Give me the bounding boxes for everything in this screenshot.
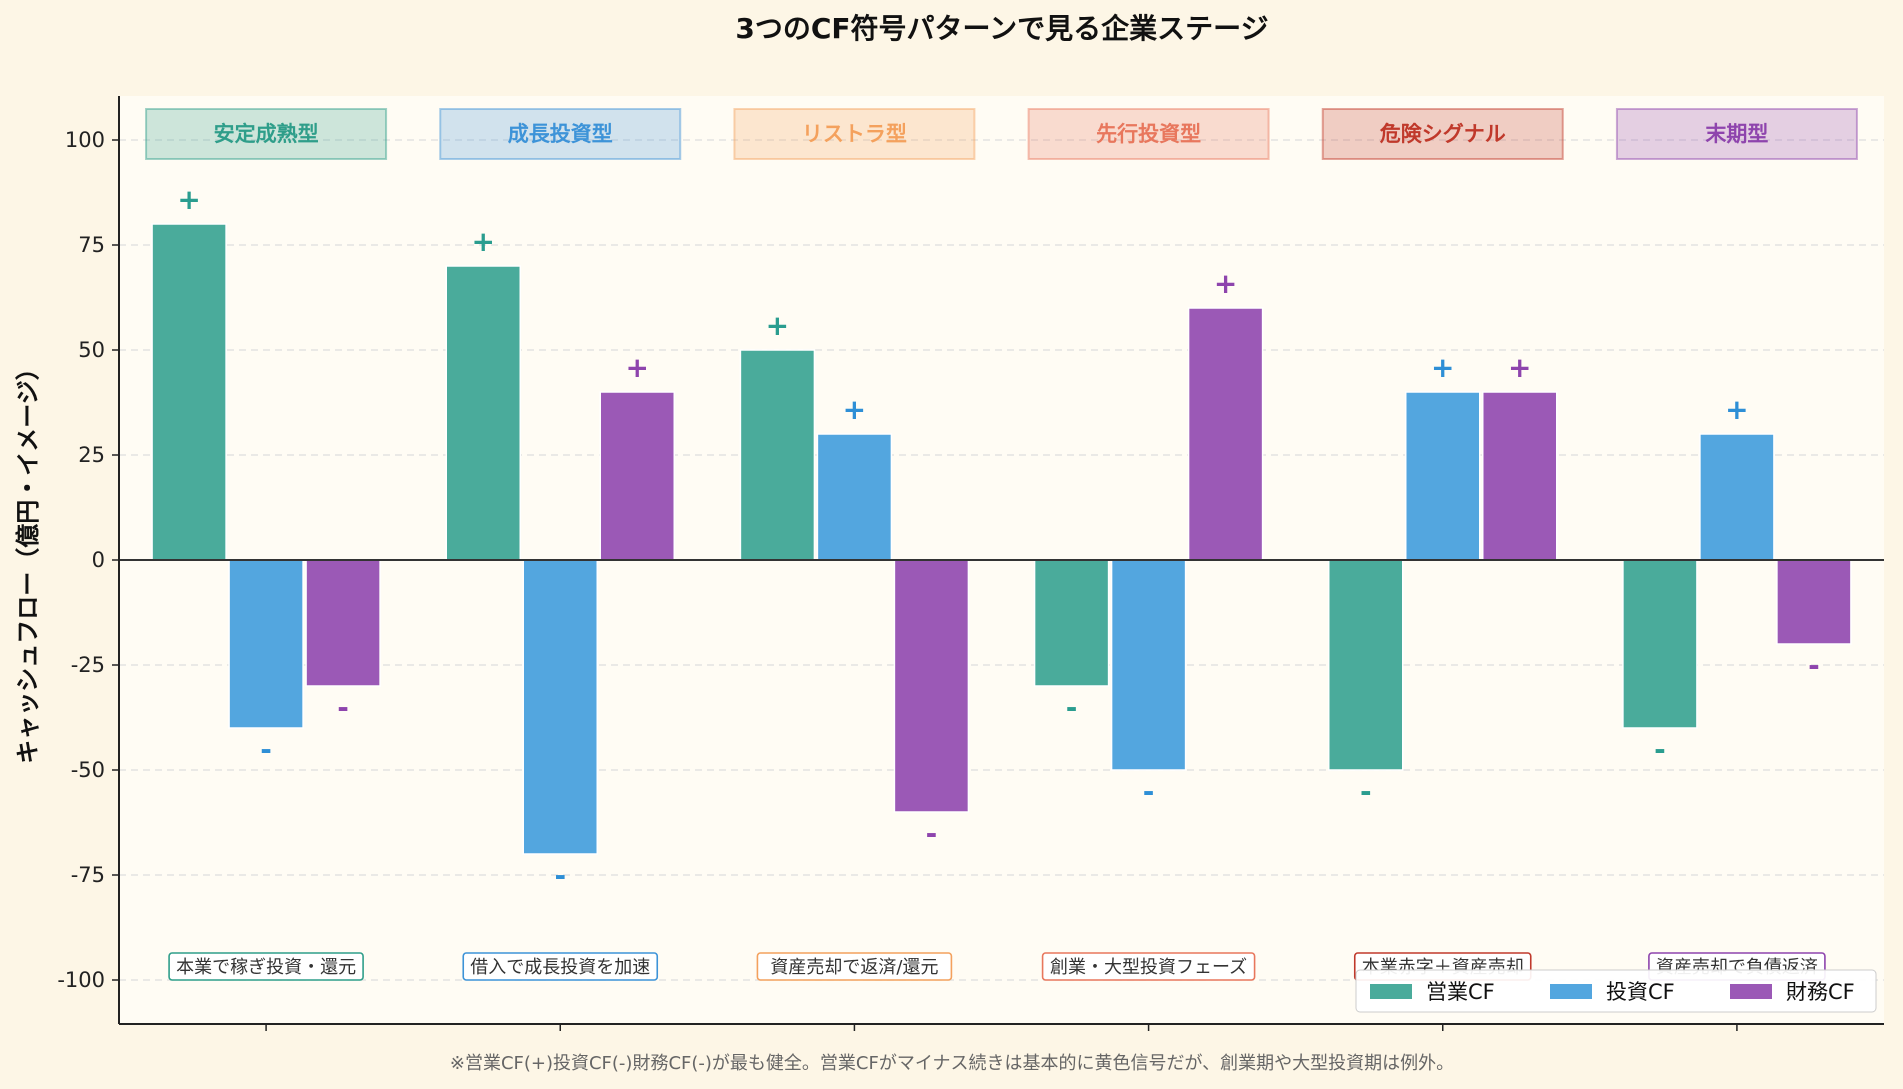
y-tick-label: 50	[78, 338, 105, 362]
legend-label: 財務CF	[1786, 980, 1855, 1004]
stage-caption: 資産売却で返済/還元	[770, 957, 938, 978]
bar	[1482, 391, 1558, 561]
stage-header-box	[439, 108, 682, 160]
y-tick-label: 100	[65, 128, 105, 152]
sign-label: -	[260, 733, 272, 766]
bar	[893, 559, 970, 813]
legend-label: 投資CF	[1606, 980, 1675, 1004]
y-tick-label: -100	[57, 968, 105, 992]
bar	[739, 349, 816, 561]
sign-label: +	[626, 351, 649, 384]
sign-label: +	[472, 225, 495, 258]
sign-label: +	[177, 183, 200, 216]
stage-caption-box	[168, 952, 364, 981]
bar	[522, 559, 598, 855]
stage-header-label: 安定成熟型	[214, 122, 319, 146]
stage-caption: 借入で成長投資を加速	[470, 957, 650, 978]
stage-header-box	[1027, 108, 1270, 160]
sign-label: -	[1654, 733, 1666, 766]
sign-label: +	[1214, 267, 1237, 300]
sign-label: -	[1143, 775, 1155, 808]
sign-label: +	[1431, 351, 1454, 384]
bar-layer	[151, 223, 1852, 855]
bar	[816, 433, 893, 561]
stage-caption: 本業で稼ぎ投資・還元	[176, 957, 356, 978]
y-tick-label: -75	[71, 863, 105, 887]
stage-header-box	[1321, 108, 1564, 160]
stage-header-label: 末期型	[1705, 122, 1768, 146]
bar	[1405, 391, 1481, 561]
sign-label-layer: + - - + - + + + - - - + - + + - + -	[177, 183, 1819, 892]
sign-label: -	[926, 817, 938, 850]
stage-header-box	[145, 108, 388, 160]
stage-header-label: 危険シグナル	[1380, 122, 1506, 146]
bar	[445, 265, 521, 561]
chart-title: 3つのCF符号パターンで見る企業ステージ	[735, 12, 1268, 45]
sign-label: -	[554, 859, 566, 892]
bar	[1187, 307, 1264, 561]
sign-label: +	[1725, 393, 1748, 426]
y-tick-label: 0	[92, 548, 105, 572]
stage-label-layer: 安定成熟型 成長投資型 リストラ型 先行投資型 危険シグナル 末期型	[145, 108, 1858, 160]
y-tick-label: 25	[78, 443, 105, 467]
sign-label: -	[1066, 691, 1078, 724]
sign-label: -	[1360, 775, 1372, 808]
bar	[1033, 559, 1110, 687]
sign-label: -	[1808, 649, 1820, 682]
stage-header-box	[1615, 108, 1858, 160]
stage-header-label: 先行投資型	[1096, 122, 1201, 146]
sign-label: +	[1508, 351, 1531, 384]
axis-layer: 100 75 50 25 0 -25 -50 -75 -100	[57, 96, 1884, 1031]
legend-swatch	[1730, 984, 1772, 999]
sign-label: +	[843, 393, 866, 426]
bar	[1110, 559, 1187, 771]
y-tick-label: 75	[78, 233, 105, 257]
stage-caption-box	[756, 952, 953, 981]
bar	[1699, 433, 1775, 561]
bar	[151, 223, 227, 561]
y-axis-label: キャッシュフロー（億円・イメージ）	[14, 356, 42, 764]
legend-swatch	[1370, 984, 1412, 999]
y-tick-label: -50	[71, 758, 105, 782]
legend-box	[1355, 969, 1877, 1013]
legend: 営業CF 投資CF 財務CF	[1355, 969, 1877, 1013]
stage-header-label: リストラ型	[802, 122, 907, 146]
legend-swatch	[1550, 984, 1592, 999]
bar	[1328, 559, 1404, 771]
stage-caption-box	[462, 952, 659, 981]
bar	[305, 559, 381, 687]
sign-label: -	[337, 691, 349, 724]
bar	[1776, 559, 1852, 645]
stage-header-label: 成長投資型	[508, 122, 613, 146]
y-tick-label: -25	[71, 653, 105, 677]
bar	[1622, 559, 1698, 729]
stage-header-box	[733, 108, 976, 160]
grid-layer	[119, 139, 1884, 981]
stage-caption-box	[1041, 952, 1256, 981]
legend-label: 営業CF	[1426, 980, 1495, 1004]
footnote: ※営業CF(+)投資CF(-)財務CF(-)が最も健全。営業CFがマイナス続きは…	[450, 1053, 1454, 1074]
caption-layer: 本業で稼ぎ投資・還元 借入で成長投資を加速 資産売却で返済/還元 創業・大型投資フェー…	[168, 952, 1826, 981]
bar	[599, 391, 675, 561]
sign-label: +	[766, 309, 789, 342]
stage-caption: 創業・大型投資フェーズ	[1050, 957, 1247, 978]
bar	[228, 559, 304, 729]
